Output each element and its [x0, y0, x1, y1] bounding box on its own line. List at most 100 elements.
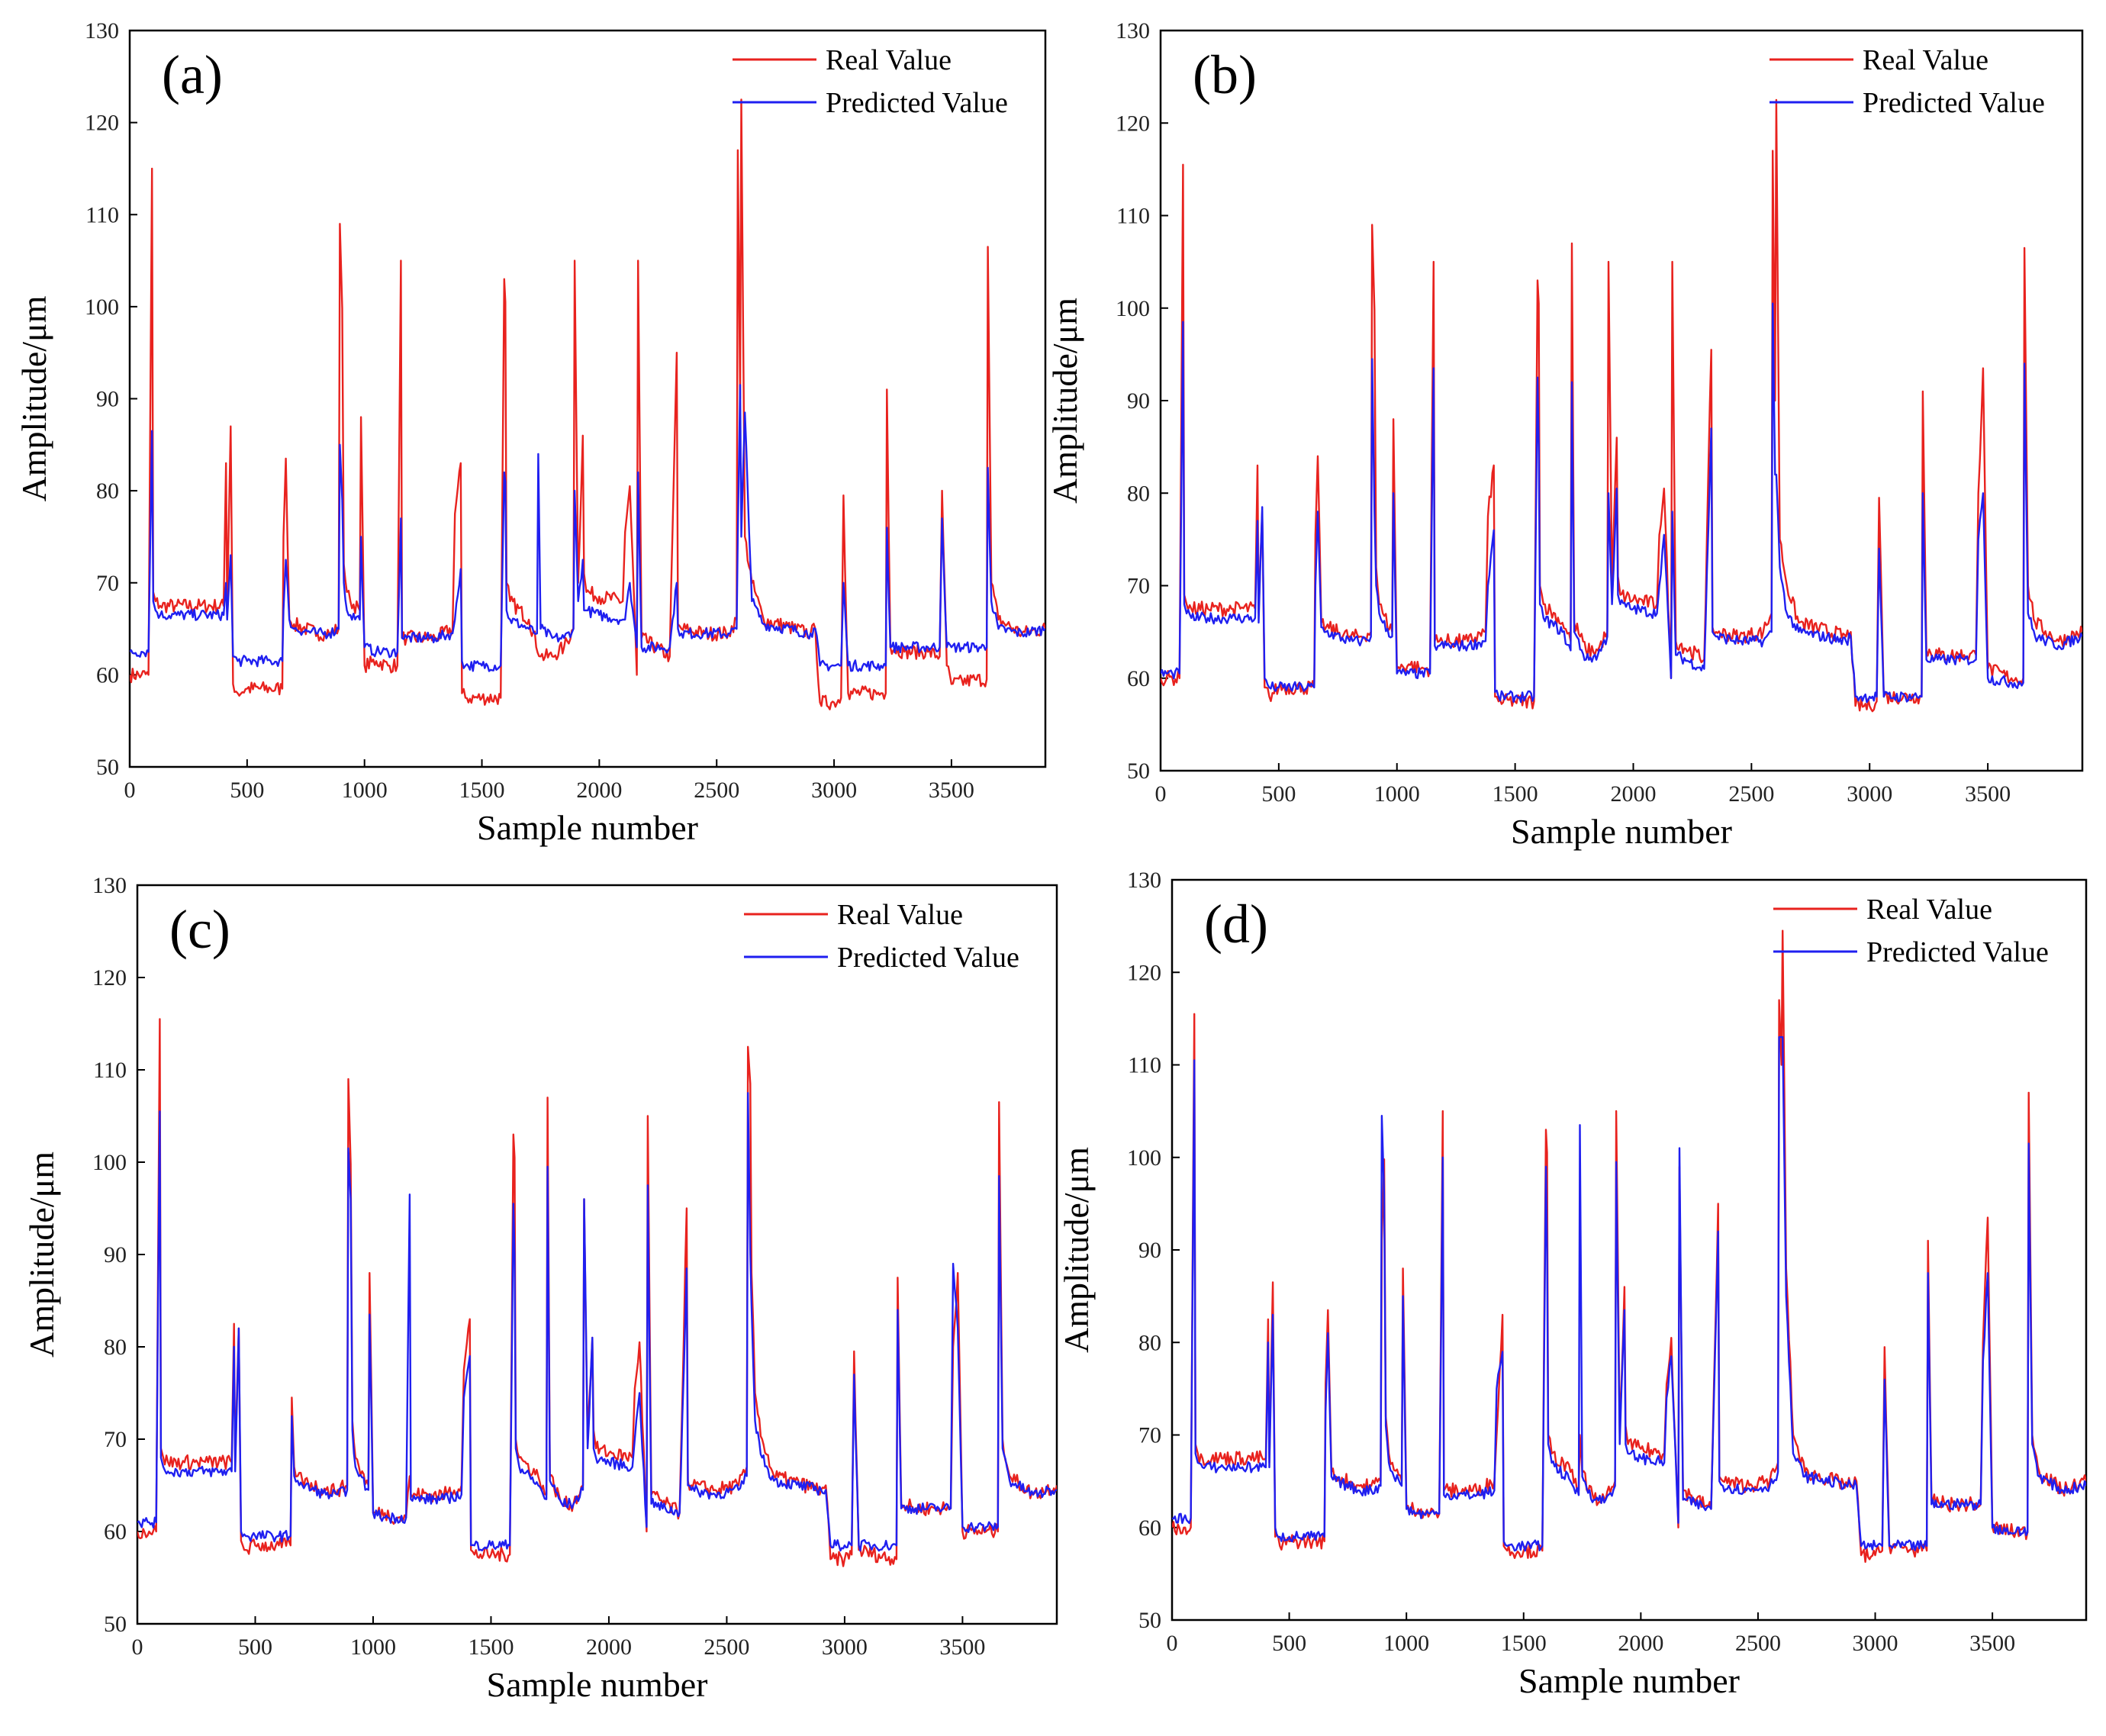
- x-axis-title: Sample number: [487, 1665, 708, 1704]
- y-axis-title: Amplitude/μm: [1045, 298, 1084, 504]
- y-tick-label: 60: [104, 1519, 127, 1544]
- panel-label: (d): [1204, 894, 1268, 955]
- legend-label: Predicted Value: [826, 87, 1008, 119]
- y-tick-label: 110: [85, 202, 119, 227]
- y-tick-label: 120: [1116, 111, 1150, 136]
- legend-label: Real Value: [1866, 894, 1992, 926]
- legend-label: Real Value: [826, 44, 952, 76]
- y-tick-label: 80: [104, 1335, 127, 1360]
- plot-frame: [136, 884, 1058, 1625]
- y-tick-label: 70: [96, 571, 119, 596]
- x-tick-label: 3000: [811, 778, 857, 803]
- x-tick-label: 0: [124, 778, 136, 803]
- y-tick-label: 120: [1127, 960, 1161, 985]
- y-axis-title: Amplitude/μm: [22, 1151, 61, 1358]
- y-tick-label: 100: [1116, 296, 1150, 321]
- x-tick-label: 1500: [1501, 1631, 1547, 1656]
- x-axis-title: Sample number: [1518, 1661, 1740, 1700]
- y-tick-label: 50: [1138, 1608, 1161, 1633]
- legend-label: Real Value: [1863, 44, 1988, 76]
- y-tick-label: 50: [104, 1612, 127, 1637]
- series-line-predicted-value: [1172, 1035, 2086, 1552]
- x-tick-label: 500: [230, 778, 264, 803]
- series-line-predicted-value: [1161, 302, 2082, 704]
- x-tick-label: 2000: [576, 778, 622, 803]
- legend-label: Predicted Value: [1863, 87, 2045, 119]
- series-line-real-value: [130, 98, 1045, 710]
- x-axis-title: Sample number: [477, 808, 698, 847]
- y-tick-label: 130: [1116, 18, 1150, 43]
- x-tick-label: 1000: [350, 1635, 396, 1660]
- y-tick-label: 80: [1127, 481, 1150, 506]
- y-tick-label: 90: [96, 387, 119, 412]
- y-tick-label: 90: [1138, 1238, 1161, 1263]
- x-tick-label: 2000: [1610, 781, 1656, 807]
- y-tick-label: 120: [92, 965, 127, 990]
- legend-label: Predicted Value: [1866, 936, 2049, 968]
- y-tick-label: 90: [1127, 388, 1150, 414]
- x-tick-label: 3500: [1965, 781, 2011, 807]
- chart-panel-b: 50 60 70 80 90 100 110 120 130 0 500 1000 1500 2000 25…: [1045, 18, 2084, 851]
- x-tick-label: 500: [1272, 1631, 1306, 1656]
- panel-label: (b): [1193, 44, 1257, 105]
- x-tick-label: 0: [1155, 781, 1167, 807]
- x-tick-label: 1500: [1493, 781, 1538, 807]
- y-tick-label: 80: [1138, 1330, 1161, 1355]
- y-tick-label: 80: [96, 478, 119, 504]
- chart-panel-c: 50 60 70 80 90 100 110 120 130 0 500 1000 1500 2000 25…: [22, 873, 1058, 1704]
- y-tick-label: 60: [1127, 666, 1150, 691]
- y-tick-label: 100: [92, 1150, 127, 1175]
- y-tick-label: 110: [1116, 204, 1150, 229]
- x-tick-label: 3000: [822, 1635, 868, 1660]
- y-tick-label: 130: [1127, 868, 1161, 893]
- x-tick-label: 1500: [468, 1635, 514, 1660]
- x-tick-label: 1000: [1374, 781, 1420, 807]
- x-tick-label: 2500: [704, 1635, 749, 1660]
- y-tick-label: 100: [1127, 1145, 1161, 1171]
- y-tick-label: 120: [85, 111, 119, 136]
- x-tick-label: 3000: [1847, 781, 1892, 807]
- y-tick-label: 60: [1138, 1515, 1161, 1541]
- x-tick-label: 1000: [1383, 1631, 1429, 1656]
- x-tick-label: 0: [1167, 1631, 1178, 1656]
- legend-label: Predicted Value: [837, 942, 1019, 974]
- x-tick-label: 2500: [1728, 781, 1774, 807]
- legend-label: Real Value: [837, 899, 963, 931]
- x-tick-label: 3000: [1853, 1631, 1898, 1656]
- series-line-real-value: [1172, 929, 2086, 1564]
- x-tick-label: 3500: [939, 1635, 985, 1660]
- y-tick-label: 130: [85, 18, 119, 43]
- x-tick-label: 2500: [1735, 1631, 1781, 1656]
- y-tick-label: 110: [1128, 1053, 1161, 1078]
- x-tick-label: 3500: [929, 778, 974, 803]
- x-tick-label: 500: [238, 1635, 272, 1660]
- y-tick-label: 90: [104, 1242, 127, 1267]
- series-line-real-value: [137, 1018, 1057, 1567]
- y-tick-label: 50: [96, 755, 119, 780]
- y-tick-label: 100: [85, 295, 119, 320]
- y-tick-label: 130: [92, 873, 127, 898]
- y-tick-label: 50: [1127, 758, 1150, 784]
- panel-label: (c): [169, 899, 230, 960]
- chart-panel-a: 50 60 70 80 90 100 110 120 130 0 500 1000 1500 2000 25…: [14, 18, 1047, 847]
- x-tick-label: 1500: [459, 778, 505, 803]
- x-tick-label: 2000: [586, 1635, 632, 1660]
- panel-label: (a): [162, 44, 223, 105]
- series-line-predicted-value: [137, 1092, 1057, 1552]
- y-tick-label: 110: [93, 1058, 127, 1083]
- x-tick-label: 3500: [1969, 1631, 2015, 1656]
- x-tick-label: 500: [1261, 781, 1296, 807]
- series-line-real-value: [1161, 98, 2082, 713]
- x-axis-title: Sample number: [1511, 812, 1732, 851]
- y-tick-label: 70: [1138, 1423, 1161, 1448]
- y-tick-label: 70: [1127, 574, 1150, 599]
- chart-panel-d: 50 60 70 80 90 100 110 120 130 0 500 1000 1500 2000 25…: [1057, 868, 2088, 1700]
- series-line-predicted-value: [130, 384, 1045, 672]
- y-axis-title: Amplitude/μm: [14, 295, 53, 501]
- x-tick-label: 1000: [342, 778, 388, 803]
- x-tick-label: 2000: [1618, 1631, 1663, 1656]
- y-tick-label: 70: [104, 1427, 127, 1452]
- x-tick-label: 0: [132, 1635, 143, 1660]
- y-axis-title: Amplitude/μm: [1057, 1147, 1096, 1353]
